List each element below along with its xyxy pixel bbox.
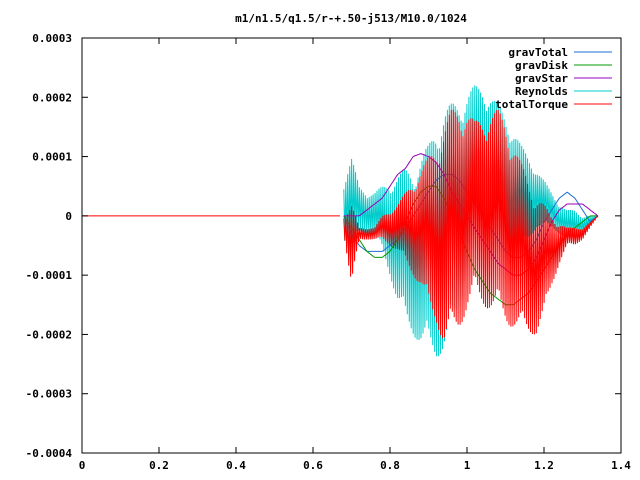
legend-label-gravTotal: gravTotal	[508, 46, 568, 59]
y-tick-label: -0.0001	[26, 269, 73, 282]
x-tick-label: 0	[79, 459, 86, 472]
y-tick-label: 0.0001	[32, 151, 72, 164]
series-gravStar-line	[343, 153, 599, 276]
series-totalTorque-line	[343, 109, 599, 339]
legend-label-totalTorque: totalTorque	[495, 98, 568, 111]
y-tick-label: -0.0003	[26, 388, 72, 401]
x-tick-label: 1.2	[534, 459, 554, 472]
chart-title: m1/n1.5/q1.5/r-+.50-j513/M10.0/1024	[235, 12, 467, 25]
legend-label-gravDisk: gravDisk	[515, 59, 568, 72]
y-tick-label: 0	[65, 210, 72, 223]
legend-label-gravStar: gravStar	[515, 72, 568, 85]
plot-area	[82, 85, 599, 357]
legend-label-Reynolds: Reynolds	[515, 85, 568, 98]
y-tick-label: 0.0002	[32, 91, 72, 104]
plot-border	[81, 37, 622, 454]
x-tick-label: 0.6	[303, 459, 323, 472]
x-tick-label: 0.2	[149, 459, 169, 472]
x-tick-label: 0.4	[226, 459, 246, 472]
x-tick-label: 1.4	[611, 459, 631, 472]
x-tick-label: 0.8	[380, 459, 400, 472]
x-tick-label: 1	[464, 459, 471, 472]
y-tick-label: -0.0002	[26, 328, 72, 341]
axes: -0.0004 -0.0003 -0.0002 -0.0001 0 0.0001 0.000…	[26, 32, 632, 472]
y-tick-label: 0.0003	[32, 32, 72, 45]
y-tick-label: -0.0004	[26, 447, 73, 460]
legend: gravTotalgravDiskgravStarReynoldstotalTo…	[495, 46, 612, 111]
